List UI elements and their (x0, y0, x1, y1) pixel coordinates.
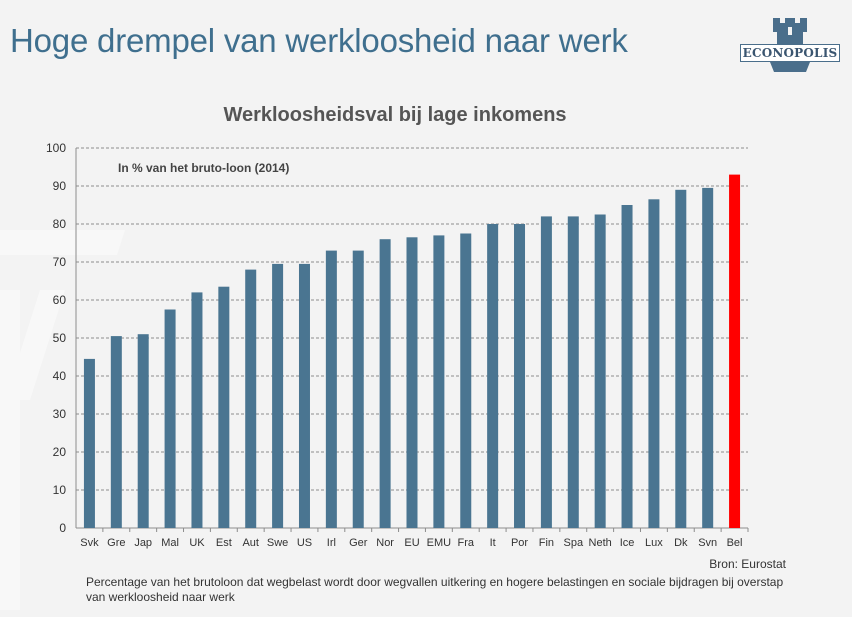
x-tick-label: Lux (645, 537, 663, 549)
bar-mal (164, 309, 176, 528)
y-tick-label: 80 (53, 217, 67, 231)
rook-tower-icon (770, 18, 810, 72)
x-tick-label: US (297, 537, 312, 549)
bar-fra (460, 233, 472, 528)
x-tick-label: Irl (327, 537, 336, 549)
y-tick-label: 10 (53, 483, 67, 497)
bar-eu (406, 237, 418, 529)
bar-swe (272, 263, 284, 528)
x-tick-label: Swe (267, 537, 288, 549)
x-tick-label: Fin (539, 537, 554, 549)
x-tick-label: Ice (620, 537, 635, 549)
x-tick-label: Por (511, 537, 528, 549)
x-tick-label: Mal (161, 537, 179, 549)
bar-irl (325, 250, 337, 528)
footnote: Percentage van het brutoloon dat wegbela… (86, 575, 784, 604)
x-tick-label: Est (216, 537, 232, 549)
bar-gre (110, 336, 122, 528)
x-tick-label: Bel (727, 537, 743, 549)
bar-it (487, 224, 499, 528)
bar-ger (352, 250, 364, 528)
bar-jap (137, 334, 149, 528)
y-tick-label: 40 (53, 369, 67, 383)
x-tick-label: Aut (242, 537, 259, 549)
y-tick-label: 0 (59, 521, 66, 535)
bar-ice (621, 205, 633, 528)
bar-uk (191, 292, 203, 528)
bar-aut (245, 269, 257, 528)
chart-subtitle: In % van het bruto-loon (2014) (118, 161, 289, 175)
x-tick-label: Svk (80, 537, 99, 549)
x-tick-label: UK (189, 537, 205, 549)
y-tick-label: 50 (53, 331, 67, 345)
bar-svn (702, 187, 714, 528)
bar-emu (433, 235, 445, 528)
x-tick-label: Ger (349, 537, 368, 549)
x-tick-label: EU (404, 537, 419, 549)
x-tick-label: Neth (589, 537, 612, 549)
bar-lux (648, 199, 660, 529)
source-note: Bron: Eurostat (709, 557, 786, 571)
slide-title: Hoge drempel van werkloosheid naar werk (10, 22, 628, 59)
x-tick-label: Spa (563, 537, 583, 549)
x-tick-label: Nor (376, 537, 394, 549)
x-tick-label: EMU (427, 537, 452, 549)
watermark-decoration (0, 230, 125, 610)
bar-spa (567, 216, 579, 528)
bar-neth (594, 214, 606, 528)
y-tick-label: 20 (53, 445, 67, 459)
bar-dk (675, 189, 687, 529)
bar-svk (83, 358, 95, 528)
x-tick-label: Jap (134, 537, 152, 549)
bar-bel (729, 174, 741, 528)
y-tick-label: 30 (53, 407, 67, 421)
bar-fin (540, 216, 552, 528)
x-tick-label: Gre (107, 537, 125, 549)
y-tick-label: 90 (53, 179, 67, 193)
logo-text: ECONOPOLIS (740, 44, 840, 62)
bar-por (514, 224, 526, 528)
bar-est (218, 286, 230, 528)
x-tick-label: Fra (458, 537, 475, 549)
y-tick-label: 70 (53, 255, 67, 269)
chart-title: Werkloosheidsval bij lage inkomens (223, 104, 567, 126)
y-tick-label: 100 (46, 141, 66, 155)
bar-nor (379, 239, 391, 528)
y-tick-label: 60 (53, 293, 67, 307)
x-tick-label: Dk (674, 537, 688, 549)
x-tick-label: It (490, 537, 496, 549)
x-tick-label: Svn (698, 537, 717, 549)
econopolis-logo: ECONOPOLIS (740, 16, 840, 72)
bar-us (298, 263, 310, 528)
